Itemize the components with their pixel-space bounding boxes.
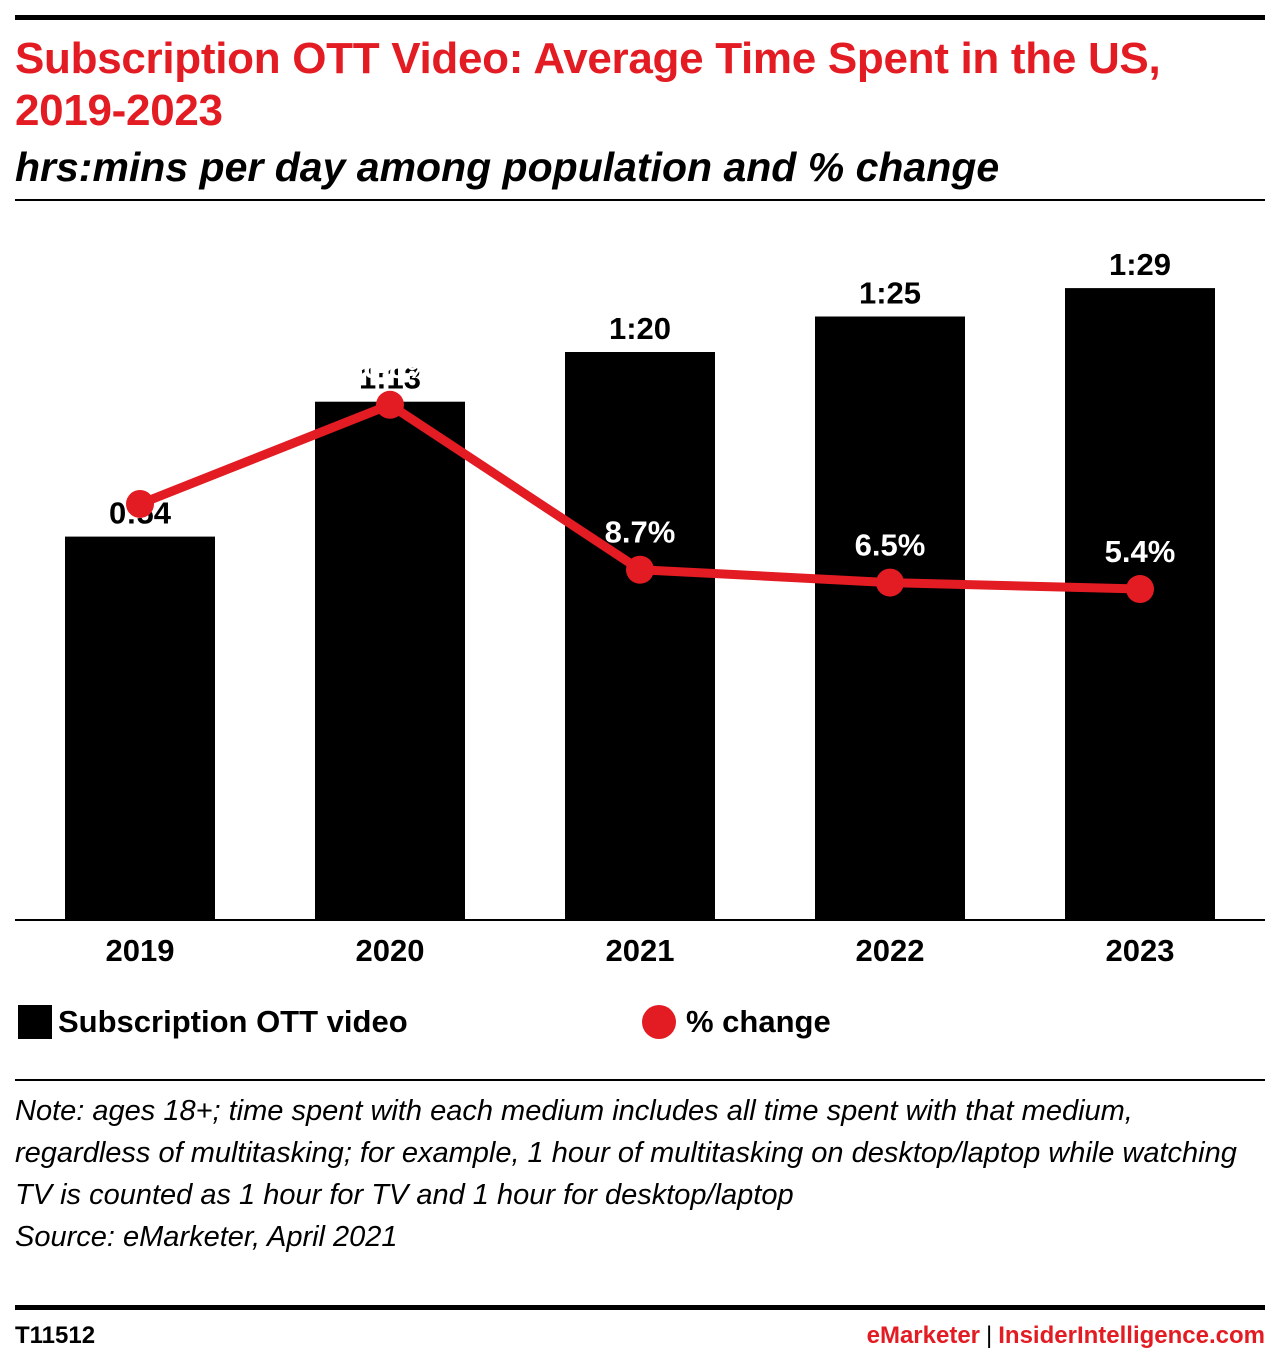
pct-change-label-2023: 5.4% [1105,534,1176,569]
note-rule [15,1079,1265,1081]
bottom-rule [15,1305,1265,1310]
bar-2021 [565,352,715,920]
x-tick-label-2019: 2019 [106,933,175,968]
pct-change-point-2019 [126,489,154,518]
bar-2019 [65,536,215,920]
legend-bar-label: Subscription OTT video [58,1004,408,1039]
combo-chart: 0:5420191:1320201:2020211:2520221:292023… [15,247,1265,968]
header-rule [15,199,1265,201]
legend-line-swatch [642,1005,676,1039]
pct-change-label-2020: 36.8% [346,350,434,385]
legend-bar-swatch [18,1005,52,1039]
chart-title: Subscription OTT Video: Average Time Spe… [15,34,1161,135]
chart-id: T11512 [15,1322,96,1349]
brand-separator: | [986,1322,993,1349]
x-tick-label-2020: 2020 [356,933,425,968]
chart-subtitle: hrs:mins per day among population and % … [15,144,1000,190]
brand-name: eMarketer [866,1322,981,1349]
x-tick-label-2023: 2023 [1106,933,1175,968]
bar-2020 [315,401,465,920]
legend-line-label: % change [686,1004,831,1039]
footer-brand: eMarketer | InsiderIntelligence.com [867,1322,1265,1350]
note-text: Note: ages 18+; time spent with each med… [15,1095,1237,1211]
x-tick-label-2022: 2022 [856,933,925,968]
pct-change-label-2022: 6.5% [855,528,926,563]
pct-change-label-2019: 19.9% [96,449,184,484]
legend-item-bar: Subscription OTT video [18,1002,408,1042]
pct-change-point-2021 [626,555,654,584]
bar-value-label-2020: 1:13 [359,361,421,396]
bar-2023 [1065,288,1215,921]
pct-change-point-2023 [1126,575,1154,604]
bar-value-label-2023: 1:29 [1109,247,1171,282]
pct-change-label-2021: 8.7% [605,515,676,550]
bar-value-label-2021: 1:20 [609,311,671,346]
x-tick-label-2021: 2021 [606,933,675,968]
chart-note: Note: ages 18+; time spent with each med… [15,1090,1265,1258]
legend-item-line: % change [642,1002,831,1042]
pct-change-point-2022 [876,568,904,597]
bar-2022 [815,316,965,920]
bar-value-label-2022: 1:25 [859,276,921,311]
source-text: Source: eMarketer, April 2021 [15,1221,398,1253]
pct-change-point-2020 [376,390,404,419]
top-rule [15,15,1265,20]
brand-site: InsiderIntelligence.com [998,1322,1265,1349]
